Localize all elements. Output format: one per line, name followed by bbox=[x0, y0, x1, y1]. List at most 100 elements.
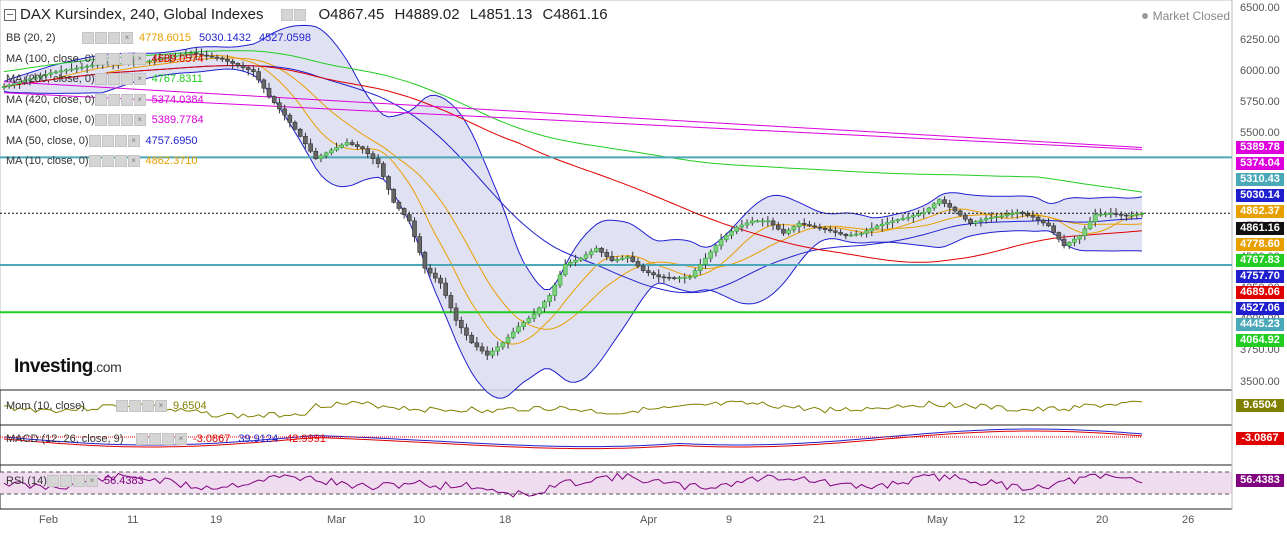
eye-icon[interactable] bbox=[94, 114, 107, 126]
settings-icon[interactable] bbox=[120, 73, 133, 85]
settings-icon[interactable] bbox=[120, 52, 133, 65]
candle-body-151 bbox=[786, 229, 791, 234]
candle-body-133 bbox=[692, 270, 698, 278]
close-icon[interactable]: × bbox=[127, 134, 140, 147]
candle-body-30 bbox=[157, 58, 163, 61]
candle-body-79 bbox=[412, 220, 417, 237]
candle-body-111 bbox=[578, 257, 584, 261]
candle-body-160 bbox=[833, 230, 838, 233]
gear-icon[interactable] bbox=[107, 114, 120, 126]
indicator-tools: × bbox=[82, 32, 133, 44]
logo-name: Investing bbox=[14, 356, 93, 377]
candle-body-191 bbox=[994, 216, 999, 219]
candle-body-175 bbox=[911, 215, 916, 218]
candle-body-8 bbox=[43, 74, 48, 77]
eye-icon[interactable] bbox=[281, 8, 294, 21]
close-icon[interactable]: × bbox=[133, 73, 146, 85]
candle-body-167 bbox=[869, 228, 875, 232]
indicator-label[interactable]: MACD (12, 26, close, 9) × -3.0867 39.9124 42… bbox=[6, 433, 334, 445]
settings-icon[interactable] bbox=[72, 475, 85, 487]
eye-icon[interactable] bbox=[136, 433, 148, 445]
indicator-label[interactable]: BB (20, 2) × 4778.6015 5030.1432 4527.0598 bbox=[6, 32, 319, 44]
candle-body-187 bbox=[973, 221, 979, 224]
settings-icon[interactable] bbox=[114, 155, 127, 167]
eye-icon[interactable] bbox=[46, 475, 59, 487]
indicator-tools: × bbox=[94, 73, 146, 85]
close-icon[interactable]: × bbox=[127, 155, 140, 167]
eye-icon[interactable] bbox=[94, 73, 107, 85]
indicator-label[interactable]: MA (10, close, 0) × 4862.3710 bbox=[6, 155, 206, 167]
indicator-value: 5389.7784 bbox=[151, 114, 204, 126]
gear-icon[interactable] bbox=[95, 32, 107, 44]
close-icon[interactable]: × bbox=[175, 433, 187, 445]
candle-body-78 bbox=[407, 214, 412, 222]
gear-icon[interactable] bbox=[149, 433, 161, 445]
candle-body-67 bbox=[349, 142, 355, 145]
indicator-label[interactable]: RSI (14) × 56.4383 bbox=[6, 475, 152, 487]
gear-icon[interactable] bbox=[107, 73, 120, 85]
market-status: Market Closed bbox=[1142, 9, 1230, 23]
eye-icon[interactable] bbox=[116, 400, 128, 412]
candle-body-179 bbox=[931, 203, 937, 209]
indicator-value: 4527.0598 bbox=[259, 32, 311, 44]
eye-icon[interactable] bbox=[88, 155, 101, 167]
close-icon[interactable]: × bbox=[133, 52, 146, 65]
candle-body-206 bbox=[1072, 238, 1077, 243]
candle-body-68 bbox=[355, 144, 360, 147]
settings-icon[interactable] bbox=[114, 134, 127, 147]
gear-icon[interactable] bbox=[294, 8, 307, 21]
indicator-label[interactable]: MA (200, close, 0) × 4767.8311 bbox=[6, 73, 211, 85]
settings-icon[interactable] bbox=[142, 400, 154, 412]
gear-icon[interactable] bbox=[59, 475, 72, 487]
eye-icon[interactable] bbox=[94, 93, 107, 106]
x-tick-label: 18 bbox=[499, 514, 512, 526]
settings-icon[interactable] bbox=[162, 433, 174, 445]
indicator-label[interactable]: MA (420, close, 0) × 5374.0384 bbox=[6, 93, 212, 106]
close-icon[interactable]: × bbox=[133, 93, 146, 106]
candle-body-84 bbox=[438, 277, 443, 284]
candle-body-195 bbox=[1014, 211, 1020, 214]
indicator-tools: × bbox=[88, 134, 140, 147]
gear-icon[interactable] bbox=[101, 134, 114, 147]
y-tick-label: 6250.00 bbox=[1240, 33, 1280, 46]
close-icon[interactable]: × bbox=[85, 475, 98, 487]
indicator-label[interactable]: MA (100, close, 0) × 4689.0574 bbox=[6, 52, 212, 65]
candle-body-140 bbox=[729, 230, 734, 236]
candle-body-136 bbox=[708, 251, 714, 259]
gear-icon[interactable] bbox=[129, 400, 141, 412]
candle-body-214 bbox=[1113, 213, 1119, 215]
price-tag: 4767.83 bbox=[1236, 253, 1284, 267]
indicator-tools: × bbox=[94, 52, 146, 65]
close-icon[interactable]: × bbox=[133, 114, 146, 126]
candle-body-2 bbox=[12, 83, 17, 86]
ma100-line bbox=[3, 65, 1143, 263]
candle-body-158 bbox=[822, 228, 828, 230]
y-tick-label: 5750.00 bbox=[1240, 95, 1280, 108]
candle-body-168 bbox=[874, 225, 880, 229]
gear-icon[interactable] bbox=[107, 93, 120, 106]
x-tick-label: 19 bbox=[210, 514, 223, 526]
settings-icon[interactable] bbox=[120, 93, 133, 106]
eye-icon[interactable] bbox=[88, 134, 101, 147]
momentum-line bbox=[3, 400, 1143, 419]
eye-icon[interactable] bbox=[94, 52, 107, 65]
settings-icon[interactable] bbox=[108, 32, 120, 44]
gear-icon[interactable] bbox=[107, 52, 120, 65]
collapse-icon[interactable] bbox=[4, 8, 16, 21]
close-icon[interactable]: × bbox=[121, 32, 133, 44]
candle-body-155 bbox=[807, 224, 812, 227]
candle-body-72 bbox=[375, 158, 381, 164]
close-icon[interactable]: × bbox=[155, 400, 167, 412]
eye-icon[interactable] bbox=[82, 32, 94, 44]
gear-icon[interactable] bbox=[101, 155, 114, 167]
candle-body-14 bbox=[74, 67, 80, 70]
candle-body-87 bbox=[453, 307, 459, 321]
y-tick-label: 5500.00 bbox=[1240, 126, 1280, 139]
indicator-label[interactable]: MA (600, close, 0) × 5389.7784 bbox=[6, 114, 212, 126]
indicator-label[interactable]: Mom (10, close) × 9.6504 bbox=[6, 400, 215, 412]
settings-icon[interactable] bbox=[120, 114, 133, 126]
candle-body-176 bbox=[916, 213, 921, 216]
indicator-label[interactable]: MA (50, close, 0) × 4757.6950 bbox=[6, 134, 206, 147]
price-tag: 4689.06 bbox=[1236, 285, 1284, 299]
